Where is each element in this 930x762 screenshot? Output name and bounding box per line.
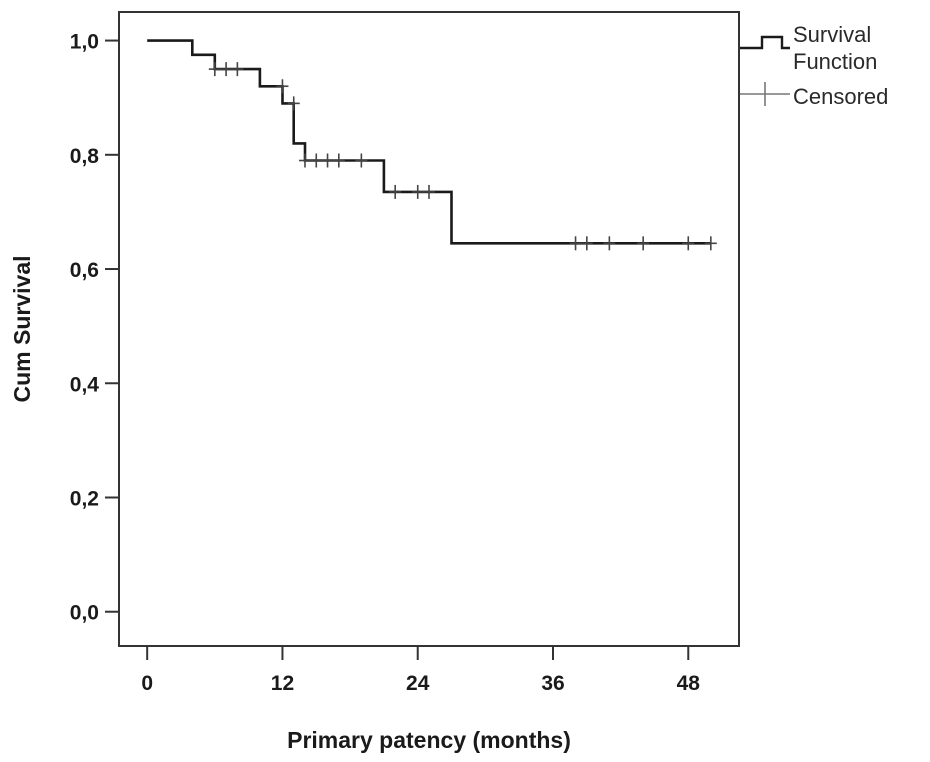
censored-marker xyxy=(389,184,402,199)
censored-marker xyxy=(704,236,717,251)
censored-marker xyxy=(332,153,345,168)
x-tick-label: 24 xyxy=(406,672,430,695)
y-axis-title: Cum Survival xyxy=(9,256,35,403)
legend-censored-label: Censored xyxy=(793,84,888,109)
y-tick-label: 0,8 xyxy=(70,145,100,168)
censored-marker xyxy=(208,62,221,77)
censored-marker xyxy=(580,236,593,251)
censored-marker xyxy=(220,62,233,77)
censored-marker xyxy=(355,153,368,168)
censored-marker xyxy=(231,62,244,77)
censored-marker xyxy=(310,153,323,168)
legend-survival-label-line1: Survival xyxy=(793,22,871,47)
y-tick-label: 0,0 xyxy=(70,602,99,625)
x-axis-title: Primary patency (months) xyxy=(287,727,571,753)
censored-marker xyxy=(299,153,311,168)
plot-frame xyxy=(118,11,740,647)
x-tick-label: 48 xyxy=(677,672,701,695)
censored-marker xyxy=(682,236,695,251)
censored-marker xyxy=(423,184,435,199)
legend-survival-label-line2: Function xyxy=(793,49,877,74)
y-axis: 0,0 0,2 0,4 0,6 0,8 1,0 xyxy=(70,31,119,625)
censored-marker xyxy=(287,96,300,111)
x-tick-label: 0 xyxy=(141,672,153,695)
legend-survival-marker xyxy=(740,35,790,50)
y-tick-label: 0,2 xyxy=(70,487,99,510)
y-tick-label: 0,4 xyxy=(70,373,100,396)
y-tick-label: 0,6 xyxy=(70,259,99,282)
y-tick-label: 1,0 xyxy=(70,31,99,54)
x-tick-label: 12 xyxy=(271,672,294,695)
survival-function-line xyxy=(147,39,711,245)
x-tick-label: 36 xyxy=(541,672,564,695)
series-layer xyxy=(147,39,711,245)
censored-marker xyxy=(603,236,616,251)
legend: Survival Function Censored xyxy=(740,22,888,109)
censored-marker xyxy=(276,79,289,94)
censored-marker xyxy=(637,236,650,251)
censored-marker xyxy=(411,184,424,199)
x-axis: 0 12 24 36 48 xyxy=(141,646,700,695)
censored-marker xyxy=(321,153,334,168)
censored-marker xyxy=(569,236,582,251)
censor-layer xyxy=(208,62,717,251)
